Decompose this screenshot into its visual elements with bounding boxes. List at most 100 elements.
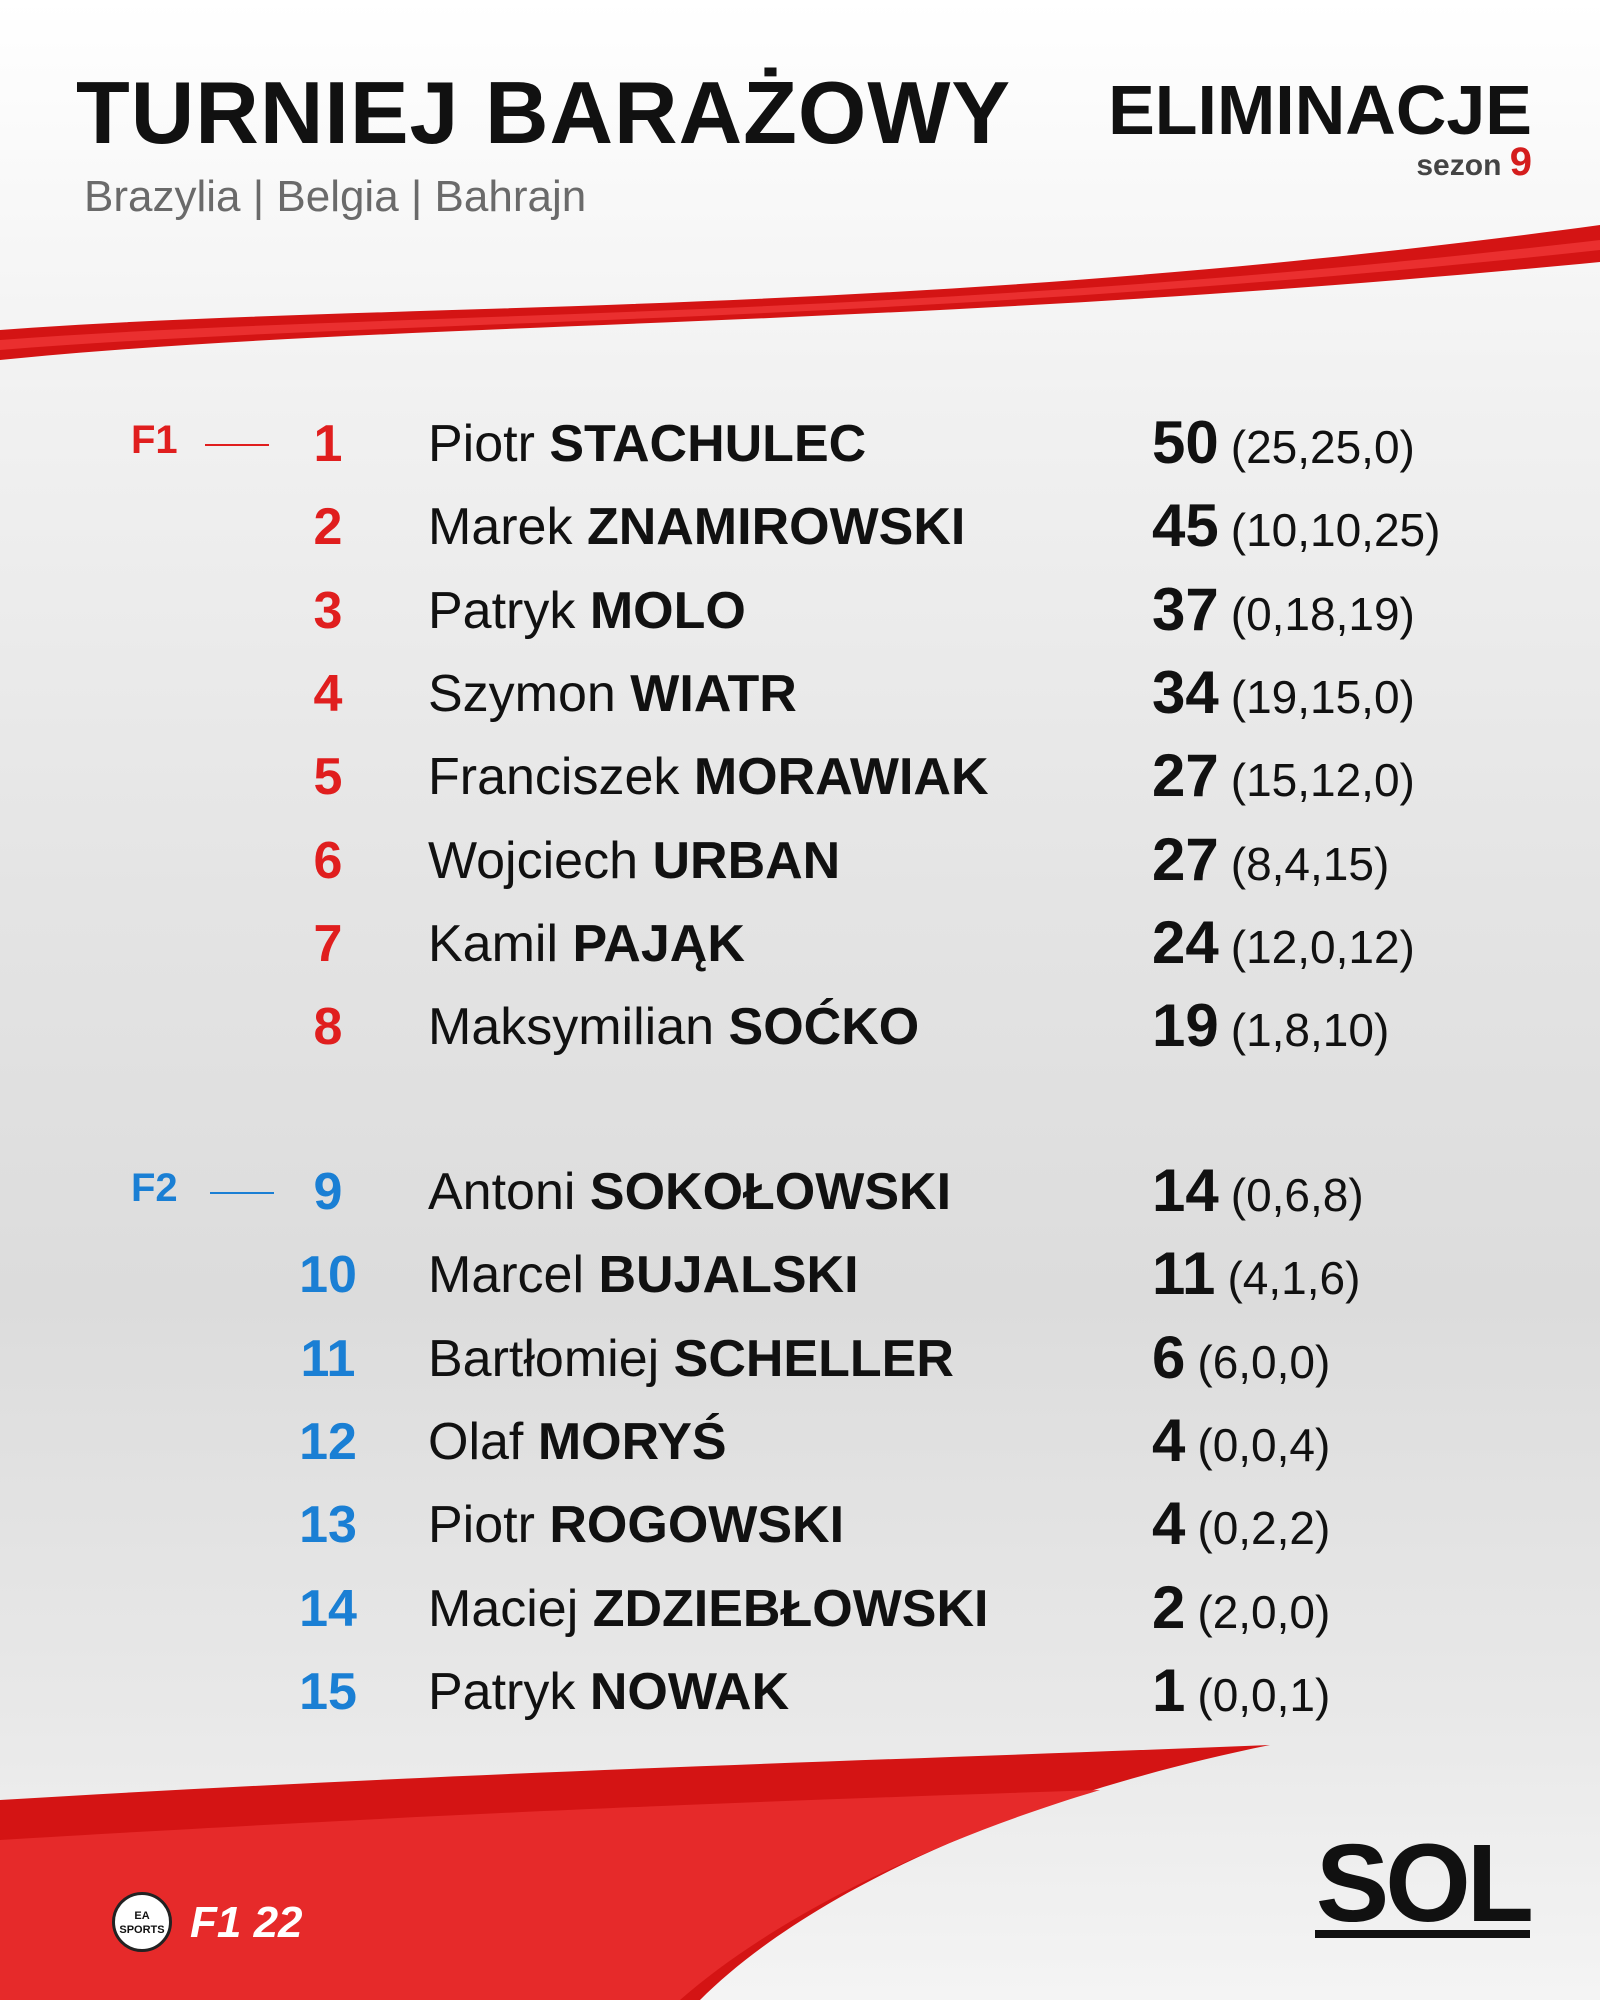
points-breakdown: (0,0,1) <box>1197 1668 1331 1721</box>
points: 4 (0,2,2) <box>1152 1489 1330 1558</box>
standing-row: 4 Szymon WIATR 34 (19,15,0) <box>0 656 1600 736</box>
points: 27 (15,12,0) <box>1152 741 1415 810</box>
points-total: 19 <box>1152 992 1219 1060</box>
brand-logo: SOL <box>1315 1822 1534 1945</box>
first-name: Bartłomiej <box>428 1329 660 1388</box>
position: 12 <box>299 1412 357 1471</box>
first-name: Szymon <box>428 664 616 723</box>
points-total: 11 <box>1152 1240 1216 1308</box>
standing-row: 3 Patryk MOLO 37 (0,18,19) <box>0 573 1600 653</box>
standing-row: 8 Maksymilian SOĆKO 19 (1,8,10) <box>0 989 1600 1069</box>
last-name: SOKOŁOWSKI <box>589 1163 952 1221</box>
points-total: 27 <box>1152 825 1219 893</box>
position: 14 <box>299 1579 357 1638</box>
season-number: 9 <box>1509 140 1532 184</box>
group-label: F1 <box>131 418 178 462</box>
ea-logo: EA SPORTS <box>112 1892 172 1952</box>
first-name: Marek <box>428 498 573 557</box>
first-name: Patryk <box>428 1662 576 1721</box>
first-name: Wojciech <box>428 831 639 890</box>
position: 4 <box>313 664 343 723</box>
driver-name: Patryk MOLO <box>428 581 746 641</box>
points-breakdown: (4,1,6) <box>1227 1252 1361 1305</box>
first-name: Olaf <box>428 1412 524 1471</box>
points-breakdown: (15,12,0) <box>1230 754 1415 807</box>
points-breakdown: (0,0,4) <box>1197 1418 1331 1471</box>
points: 50 (25,25,0) <box>1152 408 1415 477</box>
last-name: MORAWIAK <box>693 748 989 807</box>
points-breakdown: (2,0,0) <box>1197 1585 1331 1638</box>
last-name: STACHULEC <box>549 415 867 473</box>
standing-row: 7 Kamil PAJĄK 24 (12,0,12) <box>0 906 1600 986</box>
standing-row: 6 Wojciech URBAN 27 (8,4,15) <box>0 823 1600 903</box>
points-total: 24 <box>1152 908 1219 976</box>
last-name: NOWAK <box>589 1662 790 1721</box>
position: 13 <box>299 1496 357 1555</box>
points: 14 (0,6,8) <box>1152 1156 1364 1225</box>
driver-name: Bartłomiej SCHELLER <box>428 1329 954 1389</box>
season-label: sezon <box>1416 149 1502 182</box>
position: 11 <box>300 1329 356 1388</box>
points-total: 4 <box>1152 1406 1186 1474</box>
driver-name: Antoni SOKOŁOWSKI <box>428 1162 951 1222</box>
first-name: Antoni <box>428 1163 576 1221</box>
last-name: ZDZIEBŁOWSKI <box>592 1579 989 1638</box>
group-line <box>210 1192 274 1194</box>
subtitle: Brazylia | Belgia | Bahrajn <box>84 172 587 221</box>
points: 1 (0,0,1) <box>1152 1656 1330 1725</box>
first-name: Franciszek <box>428 748 680 807</box>
points-breakdown: (1,8,10) <box>1230 1004 1390 1057</box>
group-label: F2 <box>131 1166 178 1210</box>
points-breakdown: (8,4,15) <box>1230 837 1390 890</box>
driver-name: Kamil PAJĄK <box>428 914 745 974</box>
standing-row: 13 Piotr ROGOWSKI 4 (0,2,2) <box>0 1487 1600 1567</box>
position: 10 <box>299 1246 357 1305</box>
points-breakdown: (25,25,0) <box>1230 421 1415 473</box>
position: 3 <box>313 581 343 640</box>
first-name: Maciej <box>428 1579 579 1638</box>
points-total: 6 <box>1152 1323 1186 1391</box>
driver-name: Franciszek MORAWIAK <box>428 747 989 807</box>
position: 8 <box>313 998 343 1057</box>
last-name: URBAN <box>652 831 841 890</box>
standing-row: 15 Patryk NOWAK 1 (0,0,1) <box>0 1654 1600 1734</box>
last-name: BUJALSKI <box>598 1246 859 1305</box>
standing-row: 1 Piotr STACHULEC 50 (25,25,0) <box>0 406 1600 486</box>
position: 2 <box>313 498 343 557</box>
points-total: 4 <box>1152 1490 1186 1558</box>
points-total: 34 <box>1152 658 1219 726</box>
last-name: SOĆKO <box>728 998 920 1057</box>
standing-row: 11 Bartłomiej SCHELLER 6 (6,0,0) <box>0 1321 1600 1401</box>
position: 15 <box>299 1662 357 1721</box>
driver-name: Maciej ZDZIEBŁOWSKI <box>428 1579 988 1639</box>
points: 6 (6,0,0) <box>1152 1323 1330 1392</box>
points-breakdown: (6,0,0) <box>1197 1335 1331 1388</box>
stage: ELIMINACJE <box>1108 71 1532 149</box>
last-name: SCHELLER <box>673 1329 954 1388</box>
game-logo: F1 22 <box>190 1898 303 1947</box>
standing-row: 10 Marcel BUJALSKI 11 (4,1,6) <box>0 1237 1600 1317</box>
position: 5 <box>313 748 343 807</box>
position: 7 <box>313 914 343 973</box>
driver-name: Szymon WIATR <box>428 664 797 724</box>
last-name: WIATR <box>630 664 797 723</box>
driver-name: Piotr STACHULEC <box>428 414 866 474</box>
position: 9 <box>313 1163 343 1221</box>
driver-name: Marcel BUJALSKI <box>428 1245 859 1305</box>
points: 37 (0,18,19) <box>1152 575 1415 644</box>
standing-row: 12 Olaf MORYŚ 4 (0,0,4) <box>0 1404 1600 1484</box>
points: 11 (4,1,6) <box>1152 1239 1360 1308</box>
group-line <box>205 444 269 446</box>
last-name: MOLO <box>589 581 746 640</box>
first-name: Piotr <box>428 1496 535 1555</box>
points-total: 27 <box>1152 742 1219 810</box>
points-breakdown: (0,18,19) <box>1230 587 1415 640</box>
first-name: Piotr <box>428 415 535 473</box>
first-name: Marcel <box>428 1246 585 1305</box>
points-breakdown: (0,6,8) <box>1230 1169 1364 1221</box>
points-total: 1 <box>1152 1656 1186 1724</box>
driver-name: Piotr ROGOWSKI <box>428 1495 844 1555</box>
points-total: 37 <box>1152 575 1219 643</box>
